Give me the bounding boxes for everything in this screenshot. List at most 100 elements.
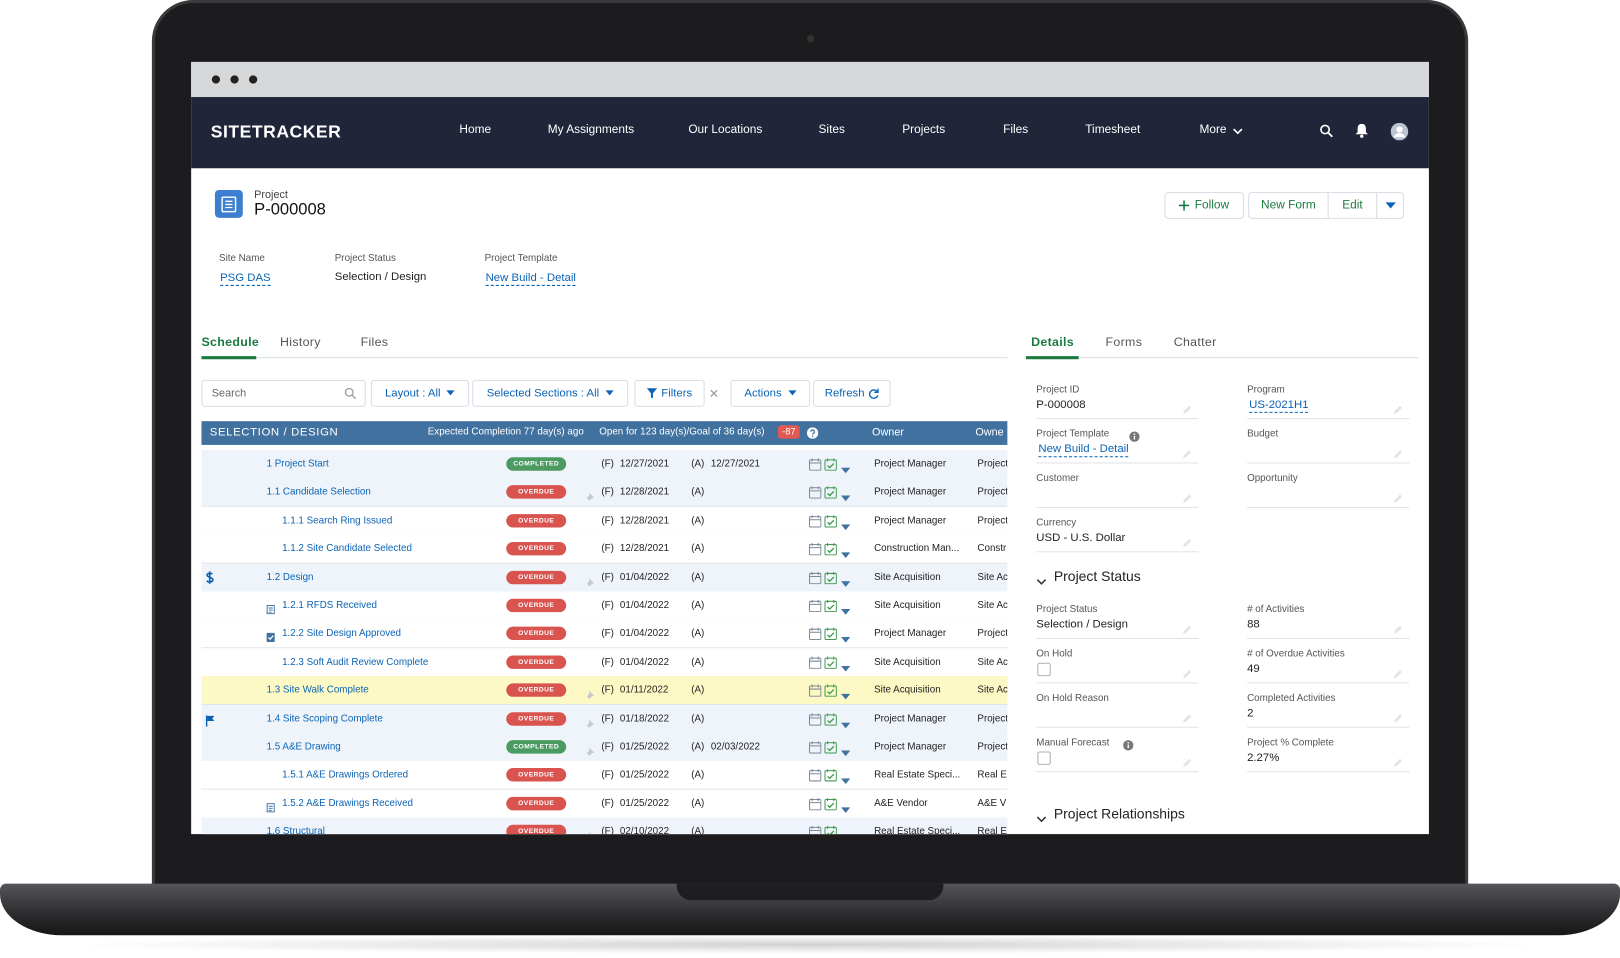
field-divider (1036, 462, 1199, 464)
calendar-icon (808, 570, 822, 584)
activity-name[interactable]: 1.1.2 Site Candidate Selected (282, 543, 412, 555)
complete-icon (824, 825, 837, 835)
checkbox[interactable] (1037, 751, 1051, 765)
forecast-prefix: (F) (601, 656, 614, 668)
activity-name[interactable]: 1.3 Site Walk Complete (266, 684, 369, 696)
nav-item[interactable]: Timesheet (1085, 123, 1141, 137)
search-box[interactable] (201, 379, 366, 407)
owner-secondary: Project (977, 514, 1008, 527)
new-form-button[interactable]: New Form (1248, 192, 1329, 219)
field-value[interactable]: US-2021H1 (1249, 399, 1309, 413)
activity-name[interactable]: 1.2 Design (266, 571, 314, 583)
calendar-icon-glyph (808, 741, 822, 754)
nav-item[interactable]: Projects (902, 123, 946, 137)
nav-item[interactable]: More (1199, 123, 1227, 137)
tab[interactable]: History (279, 334, 321, 349)
activity-name[interactable]: 1.2.1 RFDS Received (282, 599, 377, 612)
highlight-value[interactable]: New Build - Detail (485, 272, 576, 286)
row-menu-glyph (841, 693, 851, 700)
owner-secondary: Project (977, 628, 1008, 640)
calendar-icon-glyph (808, 571, 822, 584)
complete-icon (824, 655, 837, 669)
help-icon[interactable] (806, 427, 819, 439)
button-label: Layout : All (384, 387, 441, 400)
section-title[interactable]: Project Relationships (1053, 806, 1185, 822)
actual-prefix: (A) (691, 684, 705, 696)
info-icon (1123, 737, 1134, 751)
forecast-prefix: (F) (601, 486, 614, 498)
calendar-icon-glyph (808, 712, 822, 726)
activity-name[interactable]: 1.5.1 A&E Drawings Ordered (282, 769, 409, 781)
column-header[interactable]: Owner (872, 426, 904, 439)
edit-icon-glyph (1393, 669, 1403, 679)
owner: Site Acquisition (874, 684, 941, 696)
calendar-icon (808, 655, 822, 669)
owner: Project Manager (874, 514, 947, 527)
owner-secondary: Site Ac (977, 571, 1008, 583)
actual-date: 12/27/2021 (710, 458, 760, 470)
record-icon-glyph (221, 196, 237, 213)
owner: A&E Vendor (874, 797, 928, 810)
highlight-value[interactable]: PSG DAS (220, 272, 271, 286)
filters-button[interactable]: Filters (634, 379, 705, 407)
tab[interactable]: Schedule (201, 334, 260, 349)
schedule-row: 1.4 Site Scoping Complete OVERDUE (F) 01/18… (201, 704, 1008, 734)
calendar-icon (808, 457, 822, 471)
tab[interactable]: Chatter (1173, 334, 1217, 349)
field-divider (1247, 726, 1410, 728)
field-label: On Hold (1036, 648, 1073, 660)
activity-name[interactable]: 1 Project Start (266, 458, 329, 470)
schedule-rows: 1 Project Start COMPLETED (F) 12/27/2021 (A)… (201, 450, 1008, 835)
nav-item[interactable]: Files (1003, 123, 1029, 137)
tab[interactable]: Forms (1105, 334, 1143, 349)
checkbox[interactable] (1037, 662, 1051, 677)
activity-name[interactable]: 1.1 Candidate Selection (266, 486, 371, 498)
complete-icon-glyph (824, 797, 837, 811)
activity-name[interactable]: 1.6 Structural (266, 826, 325, 835)
more-chevron[interactable] (1232, 126, 1244, 136)
logo[interactable]: SITETRACKER (210, 121, 342, 142)
owner-secondary: Real E (977, 769, 1007, 781)
calendar-icon-glyph (808, 656, 822, 669)
complete-icon-glyph (824, 458, 837, 471)
record-name: P-000008 (254, 201, 326, 219)
nav-item[interactable]: Home (459, 123, 492, 137)
complete-icon (824, 740, 837, 754)
tab[interactable]: Files (360, 334, 389, 349)
actions-button[interactable]: Actions (730, 379, 811, 407)
tab[interactable]: Details (1031, 334, 1074, 349)
section-title[interactable]: Project Status (1053, 568, 1141, 585)
approval-icon (266, 629, 275, 643)
activity-name[interactable]: 1.2.3 Soft Audit Review Complete (282, 656, 429, 668)
activity-name[interactable]: 1.5.2 A&E Drawings Received (282, 797, 414, 810)
pin-icon-glyph (586, 747, 595, 756)
flag-icon-glyph (205, 714, 215, 727)
field-label: Project % Complete (1247, 737, 1334, 749)
more-actions-button[interactable] (1376, 192, 1405, 219)
pin-icon (586, 742, 595, 756)
activity-name[interactable]: 1.1.1 Search Ring Issued (282, 514, 393, 527)
column-header[interactable]: Owne (975, 426, 1004, 439)
document-icon-glyph (266, 802, 275, 813)
follow-button[interactable]: Follow (1164, 192, 1244, 219)
clear-filter[interactable] (710, 389, 718, 397)
nav-item[interactable]: Our Locations (688, 123, 763, 137)
row-menu (841, 687, 851, 700)
activity-name[interactable]: 1.4 Site Scoping Complete (266, 712, 383, 725)
field-value[interactable]: New Build - Detail (1038, 443, 1129, 458)
refresh-button[interactable]: Refresh (813, 379, 891, 407)
complete-icon-glyph (824, 486, 837, 500)
sections-button[interactable]: Selected Sections : All (472, 379, 629, 407)
nav-item[interactable]: My Assignments (547, 123, 635, 137)
avatar[interactable] (1390, 122, 1409, 141)
activity-name[interactable]: 1.5 A&E Drawing (266, 741, 341, 753)
complete-icon (824, 684, 837, 697)
schedule-row: 1.5.1 A&E Drawings Ordered OVERDUE (F) 01/2… (201, 761, 1008, 791)
search-icon[interactable] (1319, 124, 1333, 138)
layout-button[interactable]: Layout : All (370, 379, 470, 407)
nav-item[interactable]: Sites (818, 123, 845, 137)
owner: Site Acquisition (874, 599, 941, 612)
edit-button[interactable]: Edit (1327, 192, 1378, 219)
bell-icon[interactable] (1355, 123, 1369, 138)
activity-name[interactable]: 1.2.2 Site Design Approved (282, 628, 402, 640)
